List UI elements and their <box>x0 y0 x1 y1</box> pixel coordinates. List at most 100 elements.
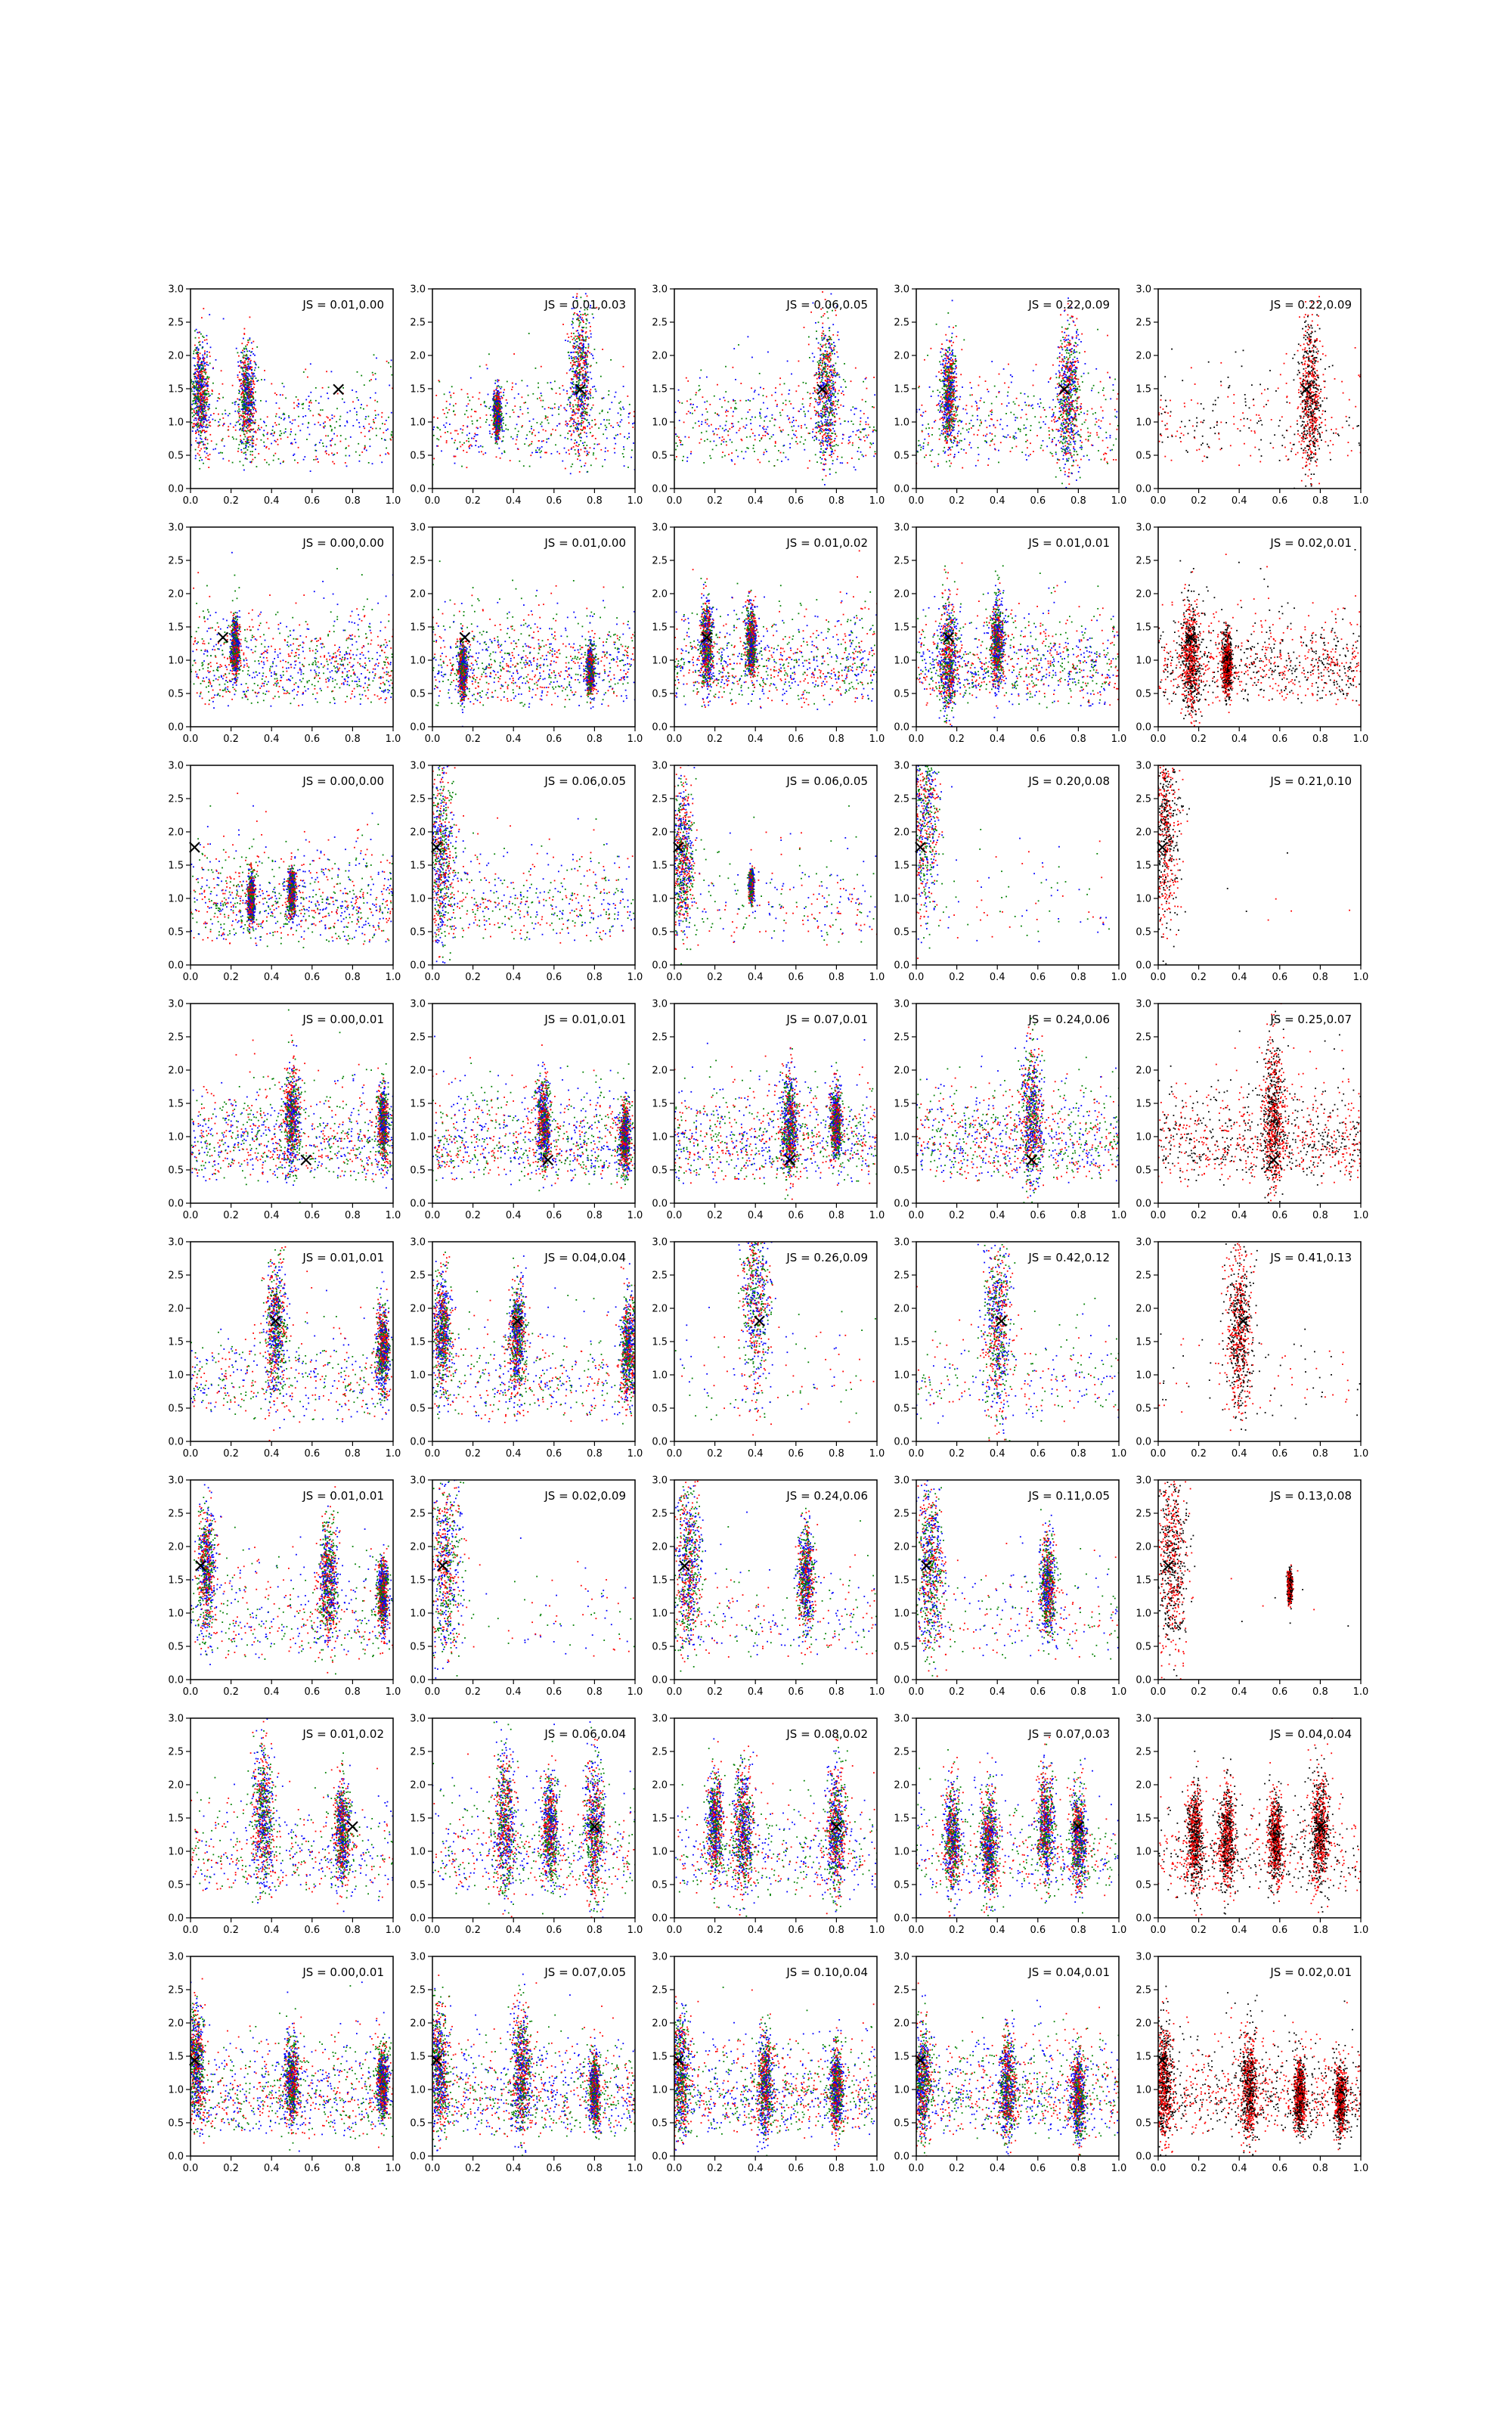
data-point <box>824 433 826 435</box>
data-point <box>203 417 204 419</box>
data-point <box>621 419 622 420</box>
data-point <box>192 401 194 402</box>
data-point <box>819 439 820 441</box>
data-point <box>201 459 203 461</box>
data-point <box>538 432 540 433</box>
data-point <box>804 327 805 328</box>
data-point <box>215 448 216 450</box>
data-point <box>249 375 250 377</box>
data-point <box>593 405 594 406</box>
data-point <box>746 424 748 426</box>
data-point <box>570 419 572 420</box>
data-point <box>593 358 594 359</box>
data-point <box>584 451 586 452</box>
data-point <box>494 383 496 384</box>
data-point <box>584 278 585 279</box>
data-point <box>675 433 677 435</box>
data-point <box>522 413 523 414</box>
data-point <box>357 397 358 399</box>
data-point <box>833 371 835 373</box>
data-point <box>211 440 212 442</box>
data-point <box>243 430 244 431</box>
data-point <box>581 420 583 421</box>
data-point <box>578 444 580 445</box>
data-point <box>268 464 270 466</box>
data-point <box>695 423 696 424</box>
data-point <box>199 455 200 456</box>
data-point <box>835 408 836 410</box>
data-point <box>244 361 246 362</box>
data-point <box>581 368 582 370</box>
data-point <box>592 355 593 356</box>
data-point <box>840 462 841 464</box>
data-point <box>321 439 322 441</box>
data-point <box>246 458 248 460</box>
data-point <box>814 410 816 411</box>
data-point <box>581 237 583 238</box>
data-point <box>308 396 310 397</box>
data-point <box>453 392 454 394</box>
data-point <box>243 426 244 427</box>
x-tick-label: 0.4 <box>506 495 522 507</box>
data-point <box>831 369 832 371</box>
data-point <box>574 374 575 376</box>
data-point <box>815 401 816 402</box>
data-point <box>550 435 552 436</box>
data-point <box>552 389 553 390</box>
data-point <box>788 419 789 420</box>
data-point <box>330 419 331 420</box>
data-point <box>193 353 194 355</box>
y-tick-label: 2.0 <box>410 351 426 362</box>
data-point <box>577 423 578 425</box>
data-point <box>748 336 749 337</box>
data-point <box>628 417 630 418</box>
data-point <box>813 361 814 362</box>
data-point <box>276 424 277 426</box>
data-point <box>692 404 694 405</box>
y-tick-label: 1.0 <box>410 417 426 429</box>
data-point <box>586 331 587 333</box>
data-point <box>295 434 296 436</box>
data-point <box>842 434 844 436</box>
data-point <box>206 447 207 448</box>
data-point <box>495 380 497 381</box>
data-point <box>736 450 737 451</box>
data-point <box>501 386 503 388</box>
data-point <box>609 408 611 410</box>
data-point <box>321 396 322 398</box>
data-point <box>243 407 245 408</box>
data-point <box>725 429 727 430</box>
data-point <box>246 395 248 396</box>
data-point <box>743 426 745 427</box>
data-point <box>579 375 581 377</box>
data-point <box>704 402 705 403</box>
data-point <box>245 397 246 399</box>
data-point <box>838 390 840 392</box>
data-point <box>204 354 206 355</box>
data-point <box>699 390 700 392</box>
data-point <box>809 405 810 407</box>
data-point <box>323 445 324 447</box>
data-point <box>192 416 194 417</box>
data-point <box>706 431 708 433</box>
data-point <box>820 442 822 443</box>
data-point <box>222 452 223 454</box>
data-point <box>298 406 299 408</box>
data-point <box>244 328 246 330</box>
data-point <box>761 437 763 439</box>
data-point <box>497 390 499 392</box>
data-point <box>823 437 824 439</box>
data-point <box>529 420 531 422</box>
data-point <box>548 438 550 439</box>
data-point <box>584 418 586 420</box>
data-point <box>820 427 821 429</box>
data-point <box>535 450 537 451</box>
data-point <box>202 408 203 410</box>
data-point <box>203 365 204 367</box>
data-point <box>238 420 240 421</box>
data-point <box>687 380 689 382</box>
data-point <box>723 439 725 440</box>
data-point <box>835 382 836 383</box>
data-point <box>813 407 815 408</box>
data-point <box>727 411 729 412</box>
